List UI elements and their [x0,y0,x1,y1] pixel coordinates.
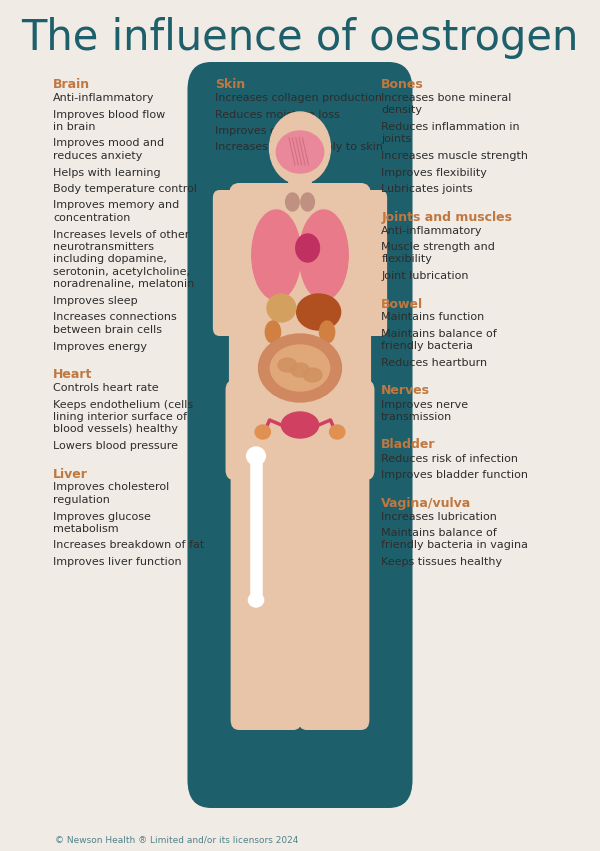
Text: Improves mood and
reduces anxiety: Improves mood and reduces anxiety [53,139,164,161]
Text: Anti-inflammatory: Anti-inflammatory [53,93,154,103]
Text: Increases breakdown of fat: Increases breakdown of fat [53,540,204,551]
Text: Improves glucose
metabolism: Improves glucose metabolism [53,511,151,534]
Ellipse shape [271,345,329,391]
Text: Improves flexibility: Improves flexibility [381,168,487,178]
Text: Improves energy: Improves energy [53,341,147,351]
Text: © Newson Health ® Limited and/or its licensors 2024: © Newson Health ® Limited and/or its lic… [55,836,298,844]
Ellipse shape [296,234,319,262]
Ellipse shape [329,425,345,439]
Ellipse shape [252,210,301,300]
Ellipse shape [277,131,323,173]
Text: Increases blood supply to skin: Increases blood supply to skin [215,142,383,152]
Ellipse shape [247,447,265,465]
Text: Heart: Heart [53,368,92,381]
Ellipse shape [296,294,341,330]
Text: Maintains function: Maintains function [381,312,484,323]
Text: Improves nerve
transmission: Improves nerve transmission [381,399,469,422]
Text: Improves bladder function: Improves bladder function [381,470,528,480]
Ellipse shape [299,210,348,300]
Text: The influence of oestrogen: The influence of oestrogen [22,17,578,59]
Text: Improves blood flow
in brain: Improves blood flow in brain [53,110,165,132]
FancyBboxPatch shape [187,62,413,808]
Text: Increases muscle strength: Increases muscle strength [381,151,528,161]
Ellipse shape [286,193,299,211]
Text: Anti-inflammatory: Anti-inflammatory [381,226,483,236]
Text: balance: balance [221,743,379,777]
Text: Nerves: Nerves [381,385,430,397]
Text: Bones: Bones [381,78,424,91]
Ellipse shape [248,593,263,607]
Text: Increases collagen production: Increases collagen production [215,93,382,103]
Text: Body temperature control: Body temperature control [53,184,197,194]
Ellipse shape [281,412,319,438]
Text: Increases bone mineral
density: Increases bone mineral density [381,93,512,116]
Text: Brain: Brain [53,78,90,91]
Ellipse shape [255,425,271,439]
Ellipse shape [304,368,322,382]
Text: Increases connections
between brain cells: Increases connections between brain cell… [53,312,177,335]
Ellipse shape [265,321,281,343]
Text: Keeps tissues healthy: Keeps tissues healthy [381,557,502,567]
Text: Joint lubrication: Joint lubrication [381,271,469,281]
FancyBboxPatch shape [213,190,252,336]
Text: Vagina/vulva: Vagina/vulva [381,496,472,510]
Text: Lowers blood pressure: Lowers blood pressure [53,441,178,451]
Ellipse shape [278,358,296,372]
FancyBboxPatch shape [348,190,387,336]
FancyBboxPatch shape [298,440,370,730]
Ellipse shape [267,294,296,322]
Text: Reduces risk of infection: Reduces risk of infection [381,454,518,464]
Text: Increases levels of other
neurotransmitters
including dopamine,
serotonin, acety: Increases levels of other neurotransmitt… [53,230,194,289]
Text: Liver: Liver [53,467,88,481]
Text: Improves liver function: Improves liver function [53,557,182,567]
Text: Increases lubrication: Increases lubrication [381,511,497,522]
Ellipse shape [259,334,341,402]
FancyBboxPatch shape [288,176,312,202]
Text: Helps with learning: Helps with learning [53,168,161,178]
Text: Reduces heartburn: Reduces heartburn [381,358,487,368]
Text: Skin: Skin [215,78,245,91]
Text: Maintains balance of
friendly bacteria in vagina: Maintains balance of friendly bacteria i… [381,528,528,551]
Text: Keeps endothelium (cells
lining interior surface of
blood vessels) healthy: Keeps endothelium (cells lining interior… [53,399,193,434]
Ellipse shape [319,321,335,343]
Text: by Newson Health: by Newson Health [250,775,350,785]
Ellipse shape [301,193,314,211]
FancyBboxPatch shape [230,440,302,730]
FancyBboxPatch shape [226,380,374,480]
FancyBboxPatch shape [229,183,371,427]
Ellipse shape [290,363,310,377]
Text: Reduces moisture loss: Reduces moisture loss [215,110,340,119]
Text: Improves sleep: Improves sleep [53,296,137,306]
Text: Bladder: Bladder [381,438,436,452]
Text: Maintains balance of
friendly bacteria: Maintains balance of friendly bacteria [381,329,497,351]
Text: Bowel: Bowel [381,298,424,311]
Text: Improves elasticity: Improves elasticity [215,126,321,136]
Text: Muscle strength and
flexibility: Muscle strength and flexibility [381,242,495,265]
Text: Reduces inflammation in
joints: Reduces inflammation in joints [381,122,520,145]
Text: Improves cholesterol
regulation: Improves cholesterol regulation [53,483,169,505]
Text: Improves memory and
concentration: Improves memory and concentration [53,201,179,223]
Text: Lubricates joints: Lubricates joints [381,184,473,194]
Text: Controls heart rate: Controls heart rate [53,383,158,393]
Text: Joints and muscles: Joints and muscles [381,210,512,224]
Circle shape [269,112,331,184]
